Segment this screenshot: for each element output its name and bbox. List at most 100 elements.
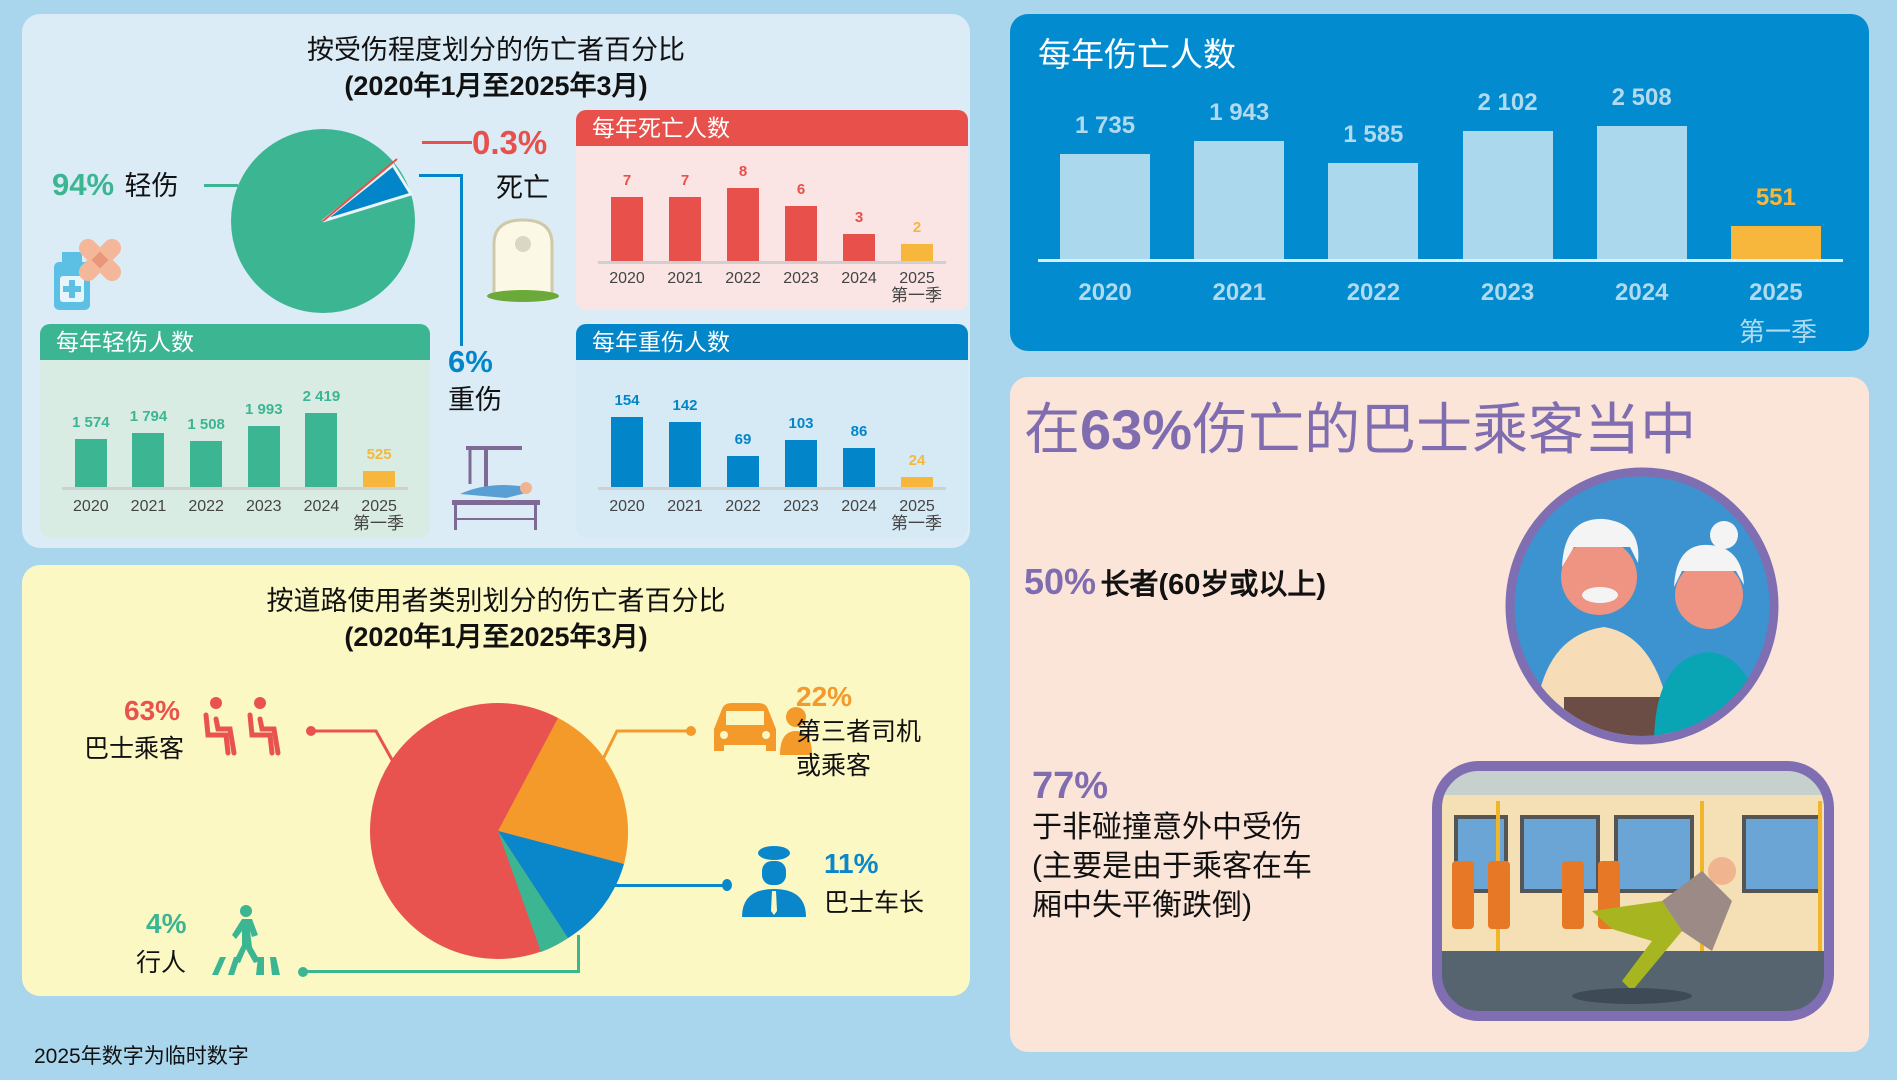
severity-title: 按受伤程度划分的伤亡者百分比	[307, 35, 685, 65]
severity-title-block: 按受伤程度划分的伤亡者百分比 (2020年1月至2025年3月)	[22, 32, 970, 104]
bus-captain-dot	[722, 879, 732, 891]
slight-bar-2021: 1 794	[120, 370, 178, 487]
slight-bar-2023: 1 993	[235, 370, 293, 487]
bus-captain-label: 巴士车长	[824, 889, 925, 917]
bandage-bottle-icon	[54, 238, 122, 310]
serious-leader-h	[419, 174, 463, 177]
third-party-slice	[498, 718, 629, 864]
fatal-label: 死亡	[496, 173, 550, 203]
total-chart-bars: 1 735 1 943 1 585 2 102 2 508 551	[1038, 84, 1843, 262]
slight-bar-2020: 1 574	[62, 370, 120, 487]
hospital-bed-icon	[452, 446, 540, 530]
serious-bar-2020: 154	[598, 370, 656, 487]
fatal-bar-2020: 7	[598, 154, 656, 261]
slight-chart-title: 每年轻伤人数	[40, 324, 430, 360]
severity-subtitle: (2020年1月至2025年3月)	[344, 71, 648, 101]
fatal-leader-line	[422, 141, 472, 144]
slight-label: 轻伤	[124, 171, 179, 201]
bus-panel-title-prefix: 在	[1024, 398, 1080, 461]
elderly-label: 长者(60岁或以上)	[1100, 569, 1327, 601]
noncollision-pct: 77%	[1032, 765, 1109, 807]
serious-slice	[322, 162, 414, 223]
footer-note: 2025年数字为临时数字	[34, 1045, 249, 1068]
serious-leader-v	[460, 174, 463, 346]
third-party-label: 第三者司机 或乘客	[796, 715, 921, 783]
serious-x-axis: 2020 2021 2022 2023 2024 2025	[609, 498, 935, 515]
bus-captain-icon	[742, 846, 806, 917]
car-person-icon	[714, 703, 812, 755]
slight-x-axis: 2020 2021 2022 2023 2024 2025	[73, 498, 397, 515]
third-party-label-line1: 第三者司机	[796, 718, 922, 746]
road-title-block: 按道路使用者类别划分的伤亡者百分比 (2020年1月至2025年3月)	[22, 583, 970, 655]
tombstone-icon	[487, 218, 559, 302]
fatal-pct: 0.3%	[472, 124, 548, 161]
serious-bar-2025: 24	[888, 370, 946, 487]
fatal-slice	[322, 158, 398, 222]
road-pie-chart	[370, 703, 629, 959]
total-bar-2020: 1 735	[1038, 84, 1172, 259]
road-user-panel: 按道路使用者类别划分的伤亡者百分比 (2020年1月至2025年3月) 63% …	[22, 565, 970, 996]
third-party-pct: 22%	[796, 681, 853, 712]
severity-pie-chart	[231, 129, 415, 313]
fatal-bar-2022: 8	[714, 154, 772, 261]
bus-passenger-leader	[312, 729, 408, 786]
bus-panel-title: 在63%伤亡的巴士乘客当中	[1024, 385, 1696, 466]
total-chart-title: 每年伤亡人数	[1038, 36, 1236, 73]
total-quarter-note: 第一季	[1738, 317, 1817, 347]
pedestrian-leader-v	[577, 935, 580, 973]
serious-bar-2024: 86	[830, 370, 888, 487]
bus-panel-title-pct: 63%	[1080, 398, 1193, 461]
noncollision-line1: 于非碰撞意外中受伤	[1032, 811, 1302, 844]
bus-panel-title-suffix: 伤亡的巴士乘客当中	[1192, 398, 1697, 461]
road-title: 按道路使用者类别划分的伤亡者百分比	[266, 586, 726, 616]
elderly-stat: 50% 长者(60岁或以上)	[1024, 561, 1326, 603]
serious-bar-2022: 69	[714, 370, 772, 487]
fatal-bar-2024: 3	[830, 154, 888, 261]
bus-fall-illustration	[1432, 761, 1834, 1021]
bus-passenger-label: 巴士乘客	[84, 735, 185, 763]
fatal-bar-2023: 6	[772, 154, 830, 261]
total-bar-2023: 2 102	[1440, 84, 1574, 259]
noncollision-stat: 77% 于非碰撞意外中受伤 (主要是由于乘客在车 厢中失平衡跌倒)	[1032, 765, 1312, 925]
bus-seat-icon	[203, 697, 281, 756]
bus-captain-slice	[498, 831, 624, 938]
slight-chart-card: 每年轻伤人数 1 574 1 794 1 508 1 993 2 419 525…	[40, 324, 430, 538]
serious-label: 重伤	[448, 385, 502, 415]
pedestrian-dot	[298, 967, 308, 977]
serious-chart-card: 每年重伤人数 154 142 69 103 86 24 2020 2021 2022…	[576, 324, 968, 538]
serious-chart-bars: 154 142 69 103 86 24	[598, 370, 946, 490]
serious-bar-2023: 103	[772, 370, 830, 487]
serious-quarter-note: 第一季	[891, 514, 942, 533]
fatal-quarter-note: 第一季	[891, 286, 942, 305]
fatal-x-axis: 2020 2021 2022 2023 2024 2025	[609, 270, 935, 287]
fatal-chart-card: 每年死亡人数 7 7 8 6 3 2 2020 2021 2022 2023 2024 2…	[576, 110, 968, 310]
third-party-label-line2: 或乘客	[796, 752, 872, 780]
pedestrian-label: 行人	[136, 949, 187, 977]
slight-legend: 94% 轻伤	[52, 164, 179, 203]
pedestrian-crossing-icon	[212, 905, 280, 975]
serious-pct: 6%	[448, 344, 493, 379]
road-subtitle: (2020年1月至2025年3月)	[344, 622, 648, 652]
elderly-pct: 50%	[1024, 561, 1097, 602]
slight-bar-2022: 1 508	[177, 370, 235, 487]
elderly-couple-icon	[1505, 467, 1779, 745]
slight-chart-bars: 1 574 1 794 1 508 1 993 2 419 525	[62, 370, 408, 490]
fatal-bar-2025: 2	[888, 154, 946, 261]
third-party-dot	[686, 726, 696, 736]
total-bar-2024: 2 508	[1575, 84, 1709, 259]
slight-quarter-note: 第一季	[353, 514, 404, 533]
slight-bar-2025: 525	[350, 370, 408, 487]
severity-panel: 按受伤程度划分的伤亡者百分比 (2020年1月至2025年3月) 94% 轻伤 …	[22, 14, 970, 548]
total-chart-panel: 每年伤亡人数 1 735 1 943 1 585 2 102 2 508 551…	[1010, 14, 1869, 351]
slight-leader-line	[204, 184, 238, 187]
slight-bar-2024: 2 419	[293, 370, 351, 487]
pedestrian-slice	[498, 831, 568, 952]
pedestrian-leader-h	[306, 970, 580, 973]
bus-passenger-dot	[306, 726, 316, 736]
total-bar-2021: 1 943	[1172, 84, 1306, 259]
bus-passenger-pct: 63%	[124, 695, 181, 726]
noncollision-line3: 厢中失平衡跌倒)	[1032, 889, 1252, 922]
serious-bar-2021: 142	[656, 370, 714, 487]
bus-captain-pct: 11%	[824, 848, 879, 879]
third-party-leader	[592, 729, 690, 782]
